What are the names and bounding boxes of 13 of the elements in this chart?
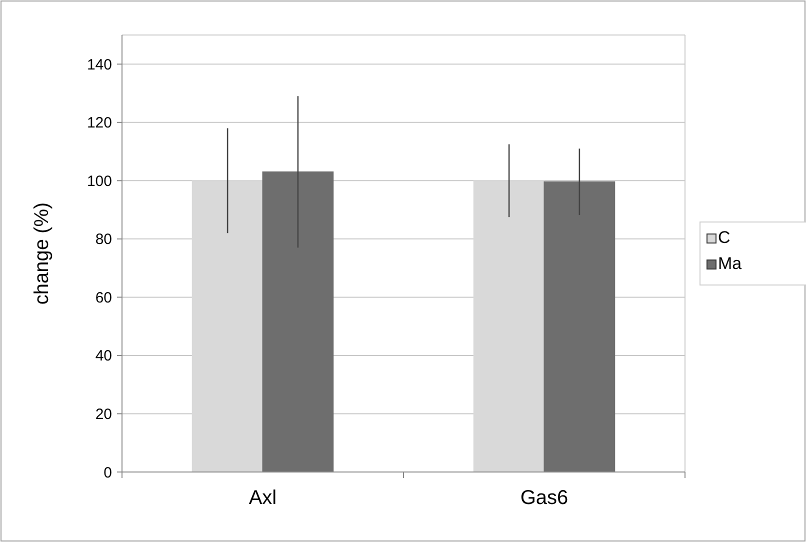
y-tick-label: 80	[95, 231, 112, 248]
legend-label: Ma	[718, 254, 742, 273]
x-tick-label: Axl	[248, 487, 277, 509]
legend-label: C	[718, 228, 730, 247]
y-tick-label: 100	[86, 172, 112, 190]
y-tick-label: 0	[104, 464, 112, 482]
x-tick-label: Gas6	[520, 487, 568, 509]
y-tick-label: 40	[95, 348, 112, 365]
y-tick-label: 60	[95, 289, 112, 306]
y-tick-label: 120	[86, 114, 112, 132]
y-tick-label: 140	[86, 56, 112, 74]
y-axis-title: change (%)	[31, 202, 53, 305]
y-tick-label: 20	[95, 406, 112, 423]
